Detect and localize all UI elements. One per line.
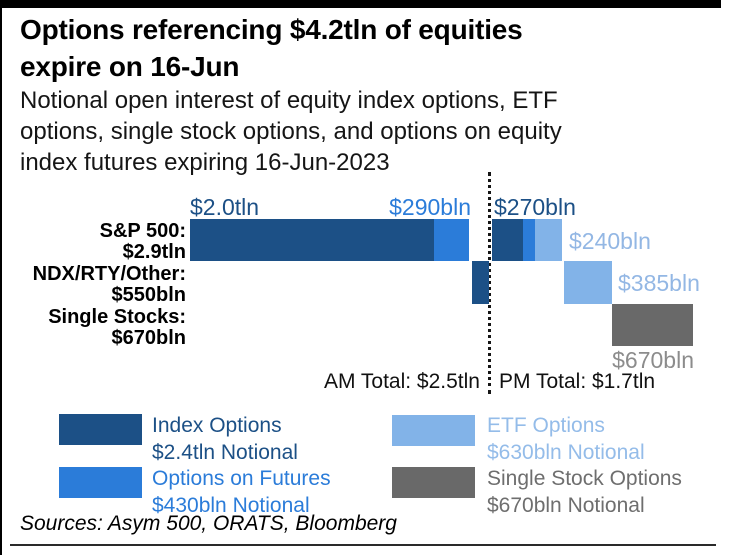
legend-swatch-single-stock-options <box>392 467 475 498</box>
legend-title: Options on Futures <box>152 467 331 490</box>
sources-line: Sources: Asym 500, ORATS, Bloomberg <box>20 512 397 535</box>
chart-subtitle: Notional open interest of equity index o… <box>20 85 720 178</box>
bottom-divider-rule <box>10 544 716 546</box>
category-label: Single Stocks: $670bln <box>48 306 186 349</box>
bar-segment <box>535 219 562 261</box>
bar-segment <box>612 304 693 346</box>
bar-segment <box>472 261 489 304</box>
value-annotation: $240bln <box>569 228 651 254</box>
top-border-bar <box>0 0 721 8</box>
title-line-2: expire on 16-Jun <box>20 51 240 82</box>
left-border-bar <box>0 0 2 555</box>
legend-title: Index Options <box>152 414 282 437</box>
legend-label-etf-options: ETF Options $630bln Notional <box>487 412 645 466</box>
legend-value: $670bln Notional <box>487 494 645 517</box>
bar-segment <box>434 219 469 261</box>
bar-segment <box>190 219 434 261</box>
am-total-label: AM Total: $2.5tln <box>323 370 480 393</box>
bar-segment <box>523 219 535 261</box>
subtitle-line-1: Notional open interest of equity index o… <box>20 87 558 114</box>
subtitle-line-3: index futures expiring 16-Jun-2023 <box>20 149 390 176</box>
am-pm-divider-line <box>488 172 491 394</box>
value-annotation: $2.0tln <box>190 194 260 220</box>
legend-value: $630bln Notional <box>487 441 645 464</box>
bar-segment <box>492 219 523 261</box>
value-annotation: $270bln <box>494 194 576 220</box>
category-label: S&P 500: $2.9tln <box>99 220 186 263</box>
page-title: Options referencing $4.2tln of equities … <box>20 11 715 85</box>
legend-swatch-etf-options <box>392 415 475 446</box>
legend-value: $2.4tln Notional <box>152 441 298 464</box>
category-label: NDX/RTY/Other: $550bln <box>32 263 186 306</box>
value-annotation: $385bln <box>618 270 700 296</box>
value-annotation: $670bln <box>612 347 694 373</box>
subtitle-line-2: options, single stock options, and optio… <box>20 118 562 145</box>
legend-label-index-options: Index Options $2.4tln Notional <box>152 412 298 466</box>
value-annotation: $290bln <box>389 194 471 220</box>
legend-title: Single Stock Options <box>487 467 682 490</box>
legend-swatch-options-on-futures <box>59 467 142 498</box>
legend-swatch-index-options <box>59 414 142 445</box>
bar-segment <box>564 261 612 304</box>
title-line-1: Options referencing $4.2tln of equities <box>20 14 523 45</box>
legend-value: $430bln Notional <box>152 494 310 517</box>
legend-label-single-stock-options: Single Stock Options $670bln Notional <box>487 465 682 519</box>
legend-title: ETF Options <box>487 414 605 437</box>
legend-label-options-on-futures: Options on Futures $430bln Notional <box>152 465 331 519</box>
pm-total-label: PM Total: $1.7tln <box>499 370 656 393</box>
